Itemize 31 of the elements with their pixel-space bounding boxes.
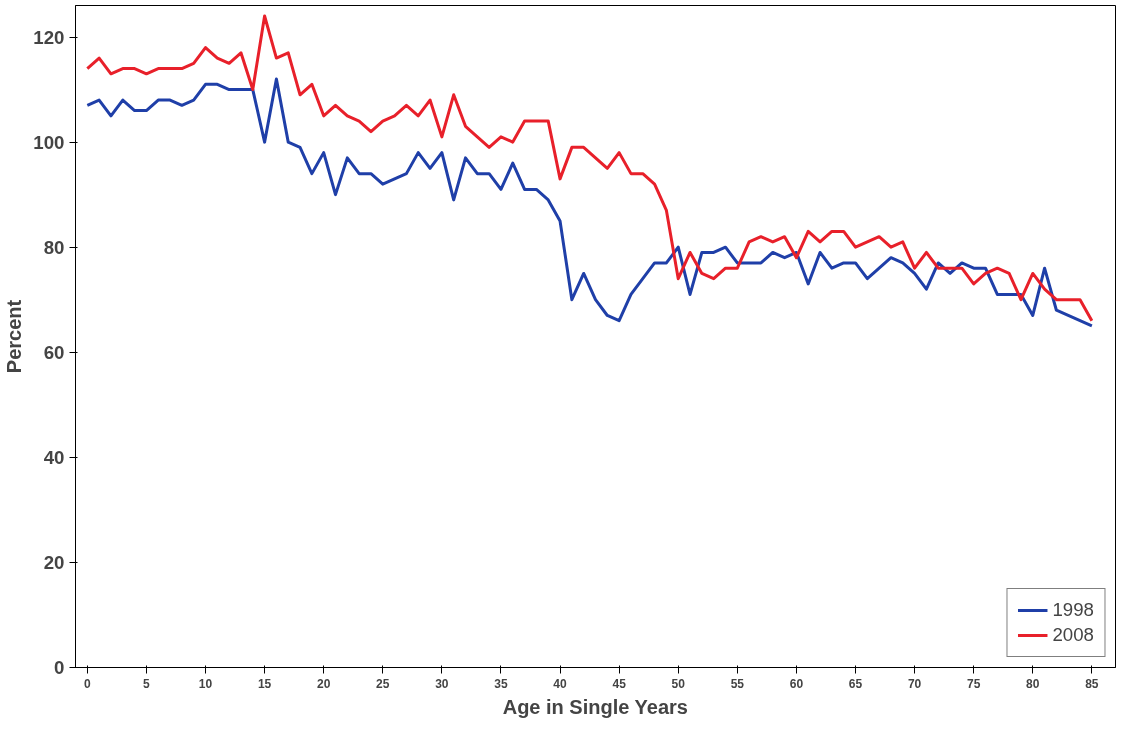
x-tick-label: 45 (612, 676, 627, 691)
line-series (85, 14, 1094, 323)
x-tick-label: 0 (83, 676, 91, 691)
x-tick-label: 55 (730, 676, 745, 691)
x-tick-label: 20 (317, 676, 331, 691)
x-tick-label: 5 (143, 676, 151, 691)
x-axis-title: Age in Single Years (502, 695, 688, 718)
x-tick-label: 35 (494, 676, 508, 691)
y-tick-label: 0 (54, 657, 65, 678)
y-tick-label: 40 (43, 446, 65, 468)
x-tick-label: 85 (1085, 676, 1099, 691)
x-tick-label: 15 (257, 676, 272, 691)
x-tick-label: 50 (671, 676, 686, 691)
x-tick-label: 80 (1026, 676, 1040, 691)
x-tick-label: 70 (907, 676, 922, 691)
x-tick-label: 60 (789, 676, 804, 691)
y-tick-label: 120 (33, 26, 65, 48)
y-tick-label: 60 (43, 341, 65, 363)
x-tick-label: 25 (376, 676, 390, 691)
line-series (85, 77, 1094, 328)
x-tick-label: 40 (553, 676, 568, 691)
legend-label: 2008 (1052, 624, 1094, 646)
x-tick-label: 75 (967, 676, 981, 691)
legend-label: 1998 (1052, 599, 1094, 621)
x-tick-label: 30 (435, 676, 449, 691)
y-tick-label: 100 (33, 131, 65, 153)
x-tick-label: 10 (198, 676, 213, 691)
y-axis-title: Percent (3, 299, 26, 374)
x-tick-label: 65 (848, 676, 863, 691)
y-tick-label: 20 (43, 551, 65, 573)
y-tick-label: 80 (43, 236, 65, 258)
